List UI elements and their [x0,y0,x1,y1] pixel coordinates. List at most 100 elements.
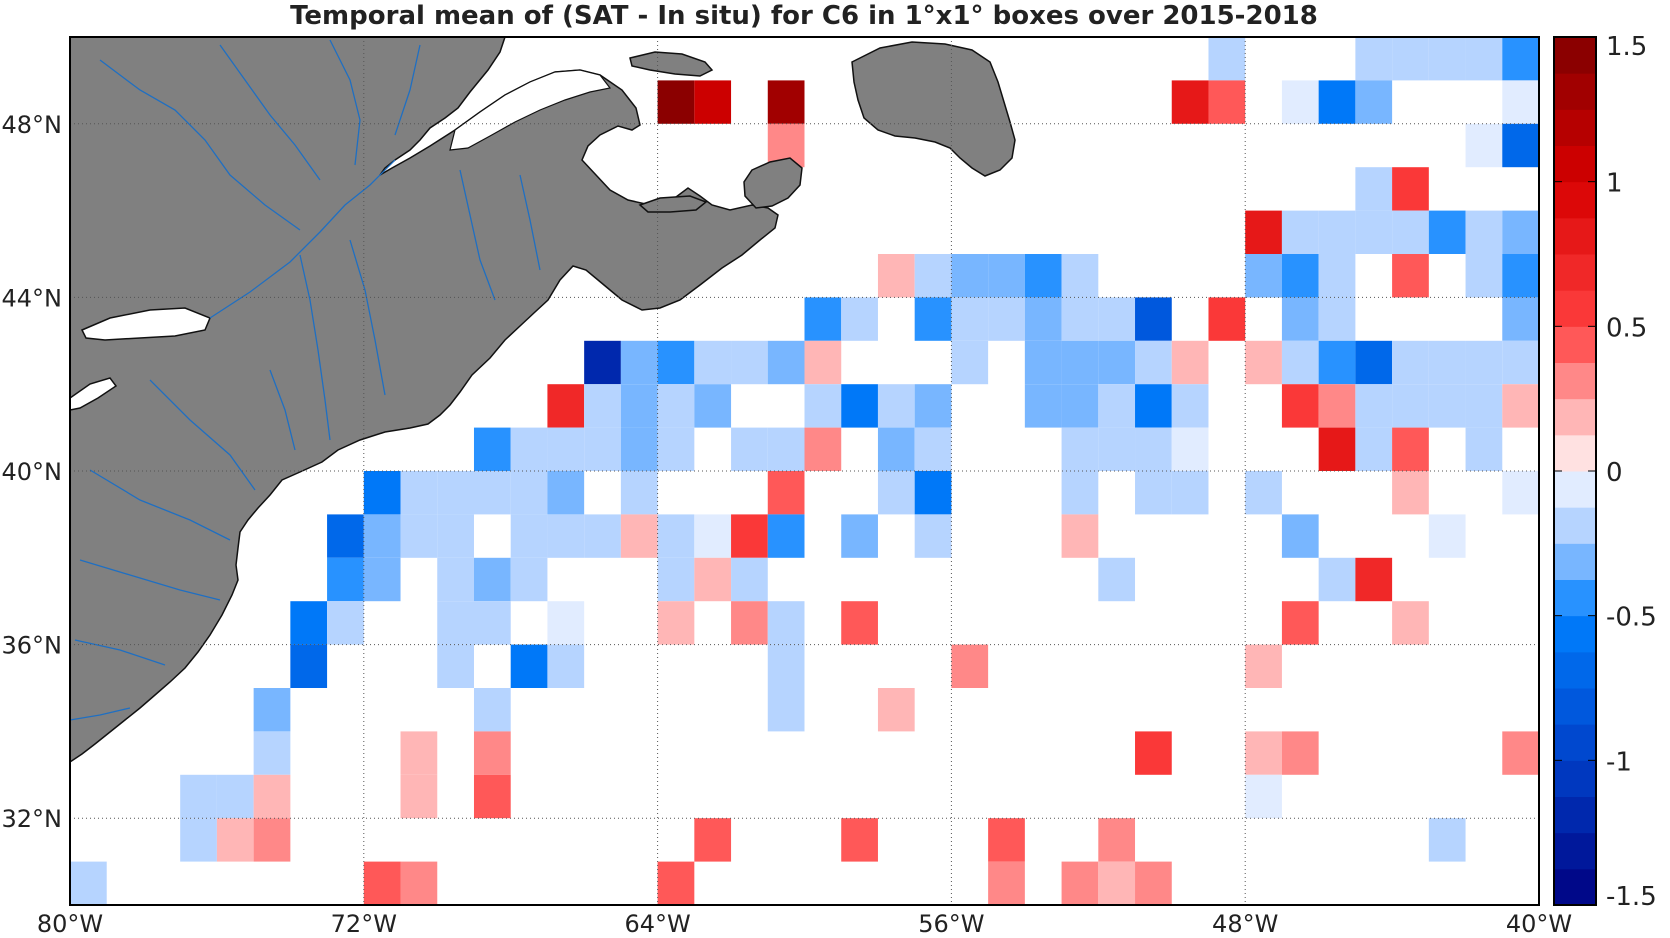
grid-cell [1355,427,1393,471]
grid-cell [1208,80,1246,124]
colorbar-segment [1554,471,1596,508]
river-hudson [299,254,331,441]
grid-cell [70,861,107,905]
grid-cell [1355,557,1393,602]
grid-cell [1428,37,1466,81]
grid-cell [731,340,768,385]
longitude-tick-label: 40°W [1506,910,1572,938]
colorbar-segment [1554,398,1596,436]
grid-cell [1502,384,1539,428]
grid-cell [400,731,438,775]
grid-cell [1281,731,1319,775]
grid-cell [1135,861,1172,905]
colorbar-segment [1554,254,1596,291]
grid-cell [1245,471,1282,515]
grid-cell [914,254,952,298]
river-roanoke [74,639,166,666]
grid-cell [951,254,989,298]
grid-cell [988,818,1025,862]
grid-cell [1502,123,1539,168]
grid-cell [1281,601,1319,645]
grid-cell [1392,471,1429,515]
grid-cell [767,80,805,124]
grid-cell [1281,340,1319,385]
latitude-tick-label: 36°N [2,632,63,660]
grid-cell [547,471,585,515]
longitude-tick-label: 80°W [37,910,103,938]
grid-cell [767,471,805,515]
grid-cell [1392,167,1429,211]
grid-cell [877,471,915,515]
longitude-tick-label: 64°W [624,910,690,938]
grid-cell [1098,557,1136,602]
grid-cell [400,514,438,558]
grid-cell [547,514,585,558]
grid-cell [437,644,474,688]
grid-cell [657,427,695,471]
grid-cell [1171,80,1209,124]
gulf-of-st-lawrence-water [449,69,612,151]
grid-cell [1024,254,1062,298]
grid-cell [1318,557,1356,602]
grid-cell [1465,384,1503,428]
colorbar-tick-label: -0.5 [1606,603,1657,633]
grid-cell [1428,514,1466,558]
grid-cell [1355,37,1393,81]
grid-cell [1098,427,1136,471]
colorbar-segment [1554,832,1596,870]
grid-cell [510,427,548,471]
grid-cell [1428,818,1466,862]
river-north-2 [219,44,321,181]
grid-cell [841,384,878,428]
grid-cell [290,601,328,645]
grid-cell [1502,731,1539,775]
grid-cell [731,557,768,602]
grid-cell [694,340,732,385]
colorbar-segment [1554,217,1596,255]
cape-breton-island [743,157,803,209]
grid-cell [767,340,805,385]
grid-cell [1098,384,1136,428]
grid-cell [1502,471,1539,515]
colorbar [1554,37,1596,906]
grid-cell [327,557,364,602]
grid-cell [804,427,842,471]
grid-cell [1135,340,1172,385]
grid-cell [1392,427,1429,471]
colorbar-segment [1554,37,1596,74]
river-delaware [269,369,296,451]
river-maine-2 [519,174,541,271]
anticosti-island [629,51,714,77]
grid-cell [1428,384,1466,428]
grid-cell [657,861,695,905]
rivers-layer [70,39,541,721]
grid-cell [1318,297,1356,341]
grid-cell [620,471,658,515]
river-connecticut [349,239,386,396]
grid-cell [877,427,915,471]
grid-cell [1024,297,1062,341]
lake-erie [70,377,118,411]
grid-cell [1355,340,1393,385]
grid-cell [1465,427,1503,471]
grid-cell [1392,37,1429,81]
grid-cell [1428,210,1466,254]
grid-cell [988,297,1025,341]
grid-cell [1135,427,1172,471]
grid-cell [216,774,254,819]
grid-cell [1428,340,1466,385]
latitude-tick-labels: 32°N 36°N 40°N 44°N 48°N [2,111,63,833]
grid-cell [327,601,364,645]
colorbar-tick-label: 0.5 [1606,313,1647,343]
grid-cell [804,297,842,341]
river-north-1 [99,59,301,231]
grid-cell [1061,514,1099,558]
grid-cell [547,427,585,471]
grid-cell [1392,210,1429,254]
grid-cell [1281,254,1319,298]
colorbar-segment [1554,760,1596,797]
colorbar-segment [1554,688,1596,725]
grid-cell [180,818,217,862]
colorbar-segment [1554,543,1596,580]
river-southeast [70,707,131,721]
